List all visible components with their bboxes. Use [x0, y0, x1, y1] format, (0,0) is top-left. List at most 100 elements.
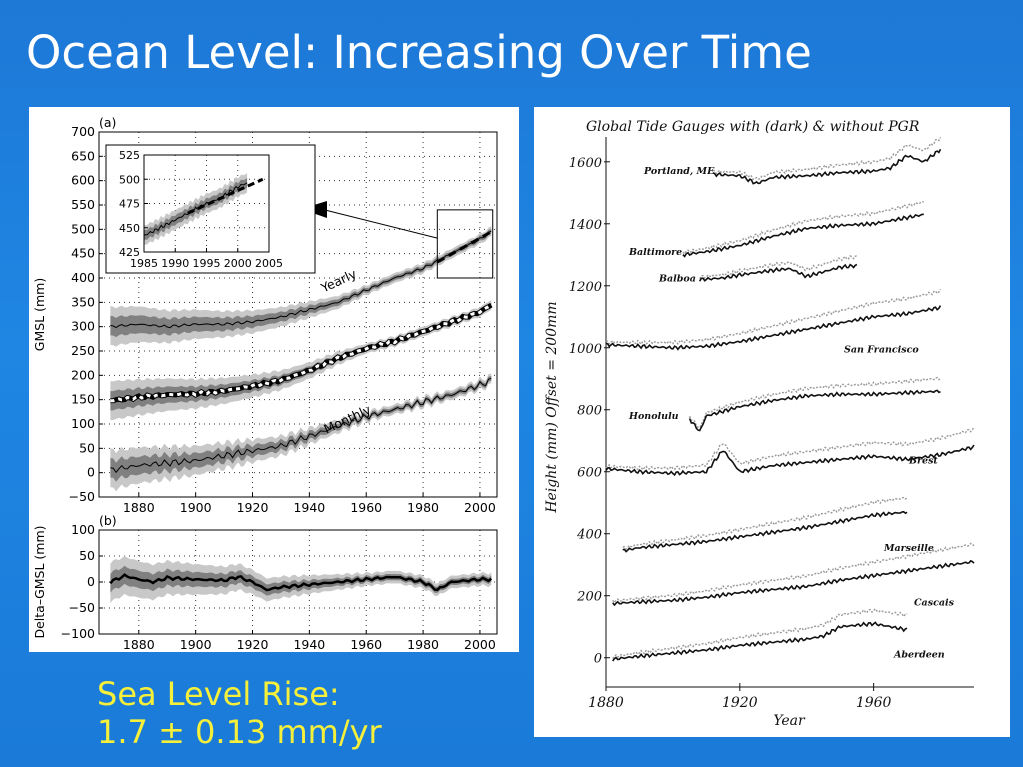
panel-b-y-axis-label: Delta–GMSL (mm) — [32, 525, 47, 638]
gauge-series-without-pgr — [612, 607, 908, 659]
panel-a-x-tick-label: 1900 — [180, 500, 212, 515]
gauge-series-without-pgr — [712, 136, 942, 181]
series-1-inner-band — [110, 302, 492, 411]
gauge-series-without-pgr — [605, 426, 975, 471]
tide-gauge-figure: Global Tide Gauges with (dark) & without… — [544, 119, 975, 729]
panel-a-y-tick-label: 700 — [71, 124, 95, 139]
series-0-outer-band — [110, 226, 492, 347]
series-0-line — [110, 230, 492, 329]
inset-y-tick-label: 450 — [119, 222, 140, 235]
inset-x-tick-label: 2005 — [255, 257, 283, 270]
tide-y-tick-label: 1000 — [569, 342, 602, 357]
zoom-arrow-line — [320, 208, 438, 239]
panel-b-x-tick-label: 1880 — [123, 637, 155, 652]
panel-b-inner-band — [110, 565, 492, 596]
panel-a-x-tick-label: 1960 — [350, 500, 382, 515]
panel-a-y-tick-label: 200 — [71, 367, 95, 382]
inset-y-tick-label: 500 — [119, 173, 140, 186]
gauge-label: Baltimore — [628, 247, 682, 258]
panel-a: (a)GMSL (mm) YearlyMonthly−50050100150200… — [32, 115, 498, 515]
gauge-series-without-pgr — [688, 376, 941, 429]
panel-a-x-tick-label: 1980 — [407, 500, 439, 515]
panel-b-x-tick-label: 1940 — [293, 637, 325, 652]
gauge-series-with-pgr — [612, 559, 975, 607]
gauge-label: Honolulu — [628, 411, 679, 422]
tide-x-tick-label: 1880 — [588, 695, 624, 711]
series-0-inner-band — [110, 228, 492, 338]
gauge-series-without-pgr — [682, 201, 924, 255]
panel-a-y-tick-label: 300 — [71, 319, 95, 334]
gauge-label: Portland, ME — [643, 166, 715, 177]
caption-line-2: 1.7 ± 0.13 mm/yr — [97, 712, 382, 751]
panel-b-y-tick-label: 100 — [71, 522, 95, 537]
gauge-label: Marseille — [883, 543, 934, 554]
panel-b-label: (b) — [99, 513, 117, 528]
inset-x-tick-label: 1990 — [161, 257, 189, 270]
panel-a-x-tick-label: 1940 — [293, 500, 325, 515]
caption-line-1: Sea Level Rise: — [97, 675, 340, 713]
altimetry-dashed-line — [436, 230, 493, 264]
panel-b-x-tick-label: 1900 — [180, 637, 212, 652]
tide-gauge-chart: Global Tide Gauges with (dark) & without… — [544, 119, 975, 729]
panel-b-x-tick-label: 1980 — [407, 637, 439, 652]
inset-x-tick-label: 1985 — [130, 257, 158, 270]
series-2-inner-band — [110, 375, 492, 482]
panel-a-x-tick-label: 1880 — [123, 500, 155, 515]
zoom-region-box — [436, 209, 494, 279]
panel-a-y-tick-label: 150 — [71, 392, 95, 407]
gauge-series-with-pgr — [682, 213, 924, 258]
inset-y-tick-label: 475 — [119, 198, 140, 211]
panel-a-y-tick-label: 100 — [71, 416, 95, 431]
panel-a-plot-frame — [98, 131, 498, 498]
panel-a-x-tick-label: 1920 — [237, 500, 269, 515]
gauge-label: Cascais — [914, 597, 955, 608]
tide-chart-title: Global Tide Gauges with (dark) & without… — [586, 119, 920, 135]
tide-y-tick-label: 600 — [577, 466, 602, 481]
series-1-line-outline — [110, 302, 493, 404]
panel-a-y-tick-label: 600 — [71, 173, 95, 188]
gmsl-figure-panel: (a) GMSL (mm) Yearly Monthly −50 0 50 100 150 200… — [29, 107, 519, 652]
inset-altimetry-line — [187, 177, 264, 215]
panel-a-y-tick-label: 550 — [71, 197, 95, 212]
panel-b-series-line — [109, 573, 493, 592]
gmsl-figure: (a)GMSL (mm) YearlyMonthly−50050100150200… — [32, 115, 498, 652]
tide-gauge-figure-panel: Global Tide Gauges with (dark) & without… — [534, 107, 1010, 737]
tide-chart-y-axis-label: Height (mm) Offset = 200mm — [544, 301, 560, 513]
panel-a-y-tick-label: −50 — [69, 489, 95, 504]
panel-a-x-tick-label: 2000 — [464, 500, 496, 515]
panel-b-y-tick-label: −50 — [69, 600, 95, 615]
inset-y-tick-label: 525 — [119, 149, 140, 162]
gauge-label: San Francisco — [844, 345, 919, 356]
panel-a-y-tick-label: 50 — [79, 440, 95, 455]
inset-y-tick-label: 425 — [119, 246, 140, 259]
panel-a-y-tick-label: 400 — [71, 270, 95, 285]
panel-a-y-tick-label: 0 — [87, 465, 95, 480]
gauge-label: Balboa — [658, 274, 696, 285]
tide-x-tick-label: 1920 — [722, 695, 758, 711]
panel-a-y-tick-label: 250 — [71, 343, 95, 358]
gauge-series-without-pgr — [605, 288, 942, 346]
panel-b-x-tick-label: 2000 — [464, 637, 496, 652]
panel-a-y-tick-label: 650 — [71, 148, 95, 163]
gauge-series-with-pgr — [712, 148, 942, 185]
panel-b-y-tick-label: −100 — [61, 626, 95, 641]
panel-b: (b) Delta–GMSL (mm) −100 −50 0 50 100 1880 1900 1… — [32, 513, 498, 652]
panel-b-x-tick-label: 1960 — [350, 637, 382, 652]
tide-x-tick-label: 1960 — [856, 695, 892, 711]
gauge-series-without-pgr — [612, 542, 975, 604]
tide-y-tick-label: 1600 — [569, 156, 602, 171]
gauge-series-with-pgr — [605, 444, 975, 477]
tide-y-tick-label: 1200 — [569, 280, 602, 295]
panel-a-y-tick-label: 500 — [71, 221, 95, 236]
gauge-series-with-pgr — [688, 389, 941, 432]
inset-inner-band — [144, 178, 248, 240]
sea-level-caption: Sea Level Rise: 1.7 ± 0.13 mm/yr — [97, 675, 382, 752]
inset-x-tick-label: 2000 — [224, 257, 252, 270]
panel-a-y-tick-label: 350 — [71, 294, 95, 309]
panel-a-y-axis-label: GMSL (mm) — [32, 278, 47, 351]
inset-x-tick-label: 1995 — [193, 257, 221, 270]
tide-y-tick-label: 1400 — [569, 218, 602, 233]
tide-y-tick-label: 400 — [576, 528, 602, 543]
tide-y-tick-label: 800 — [577, 404, 602, 419]
gauge-label: Aberdeen — [893, 649, 945, 660]
